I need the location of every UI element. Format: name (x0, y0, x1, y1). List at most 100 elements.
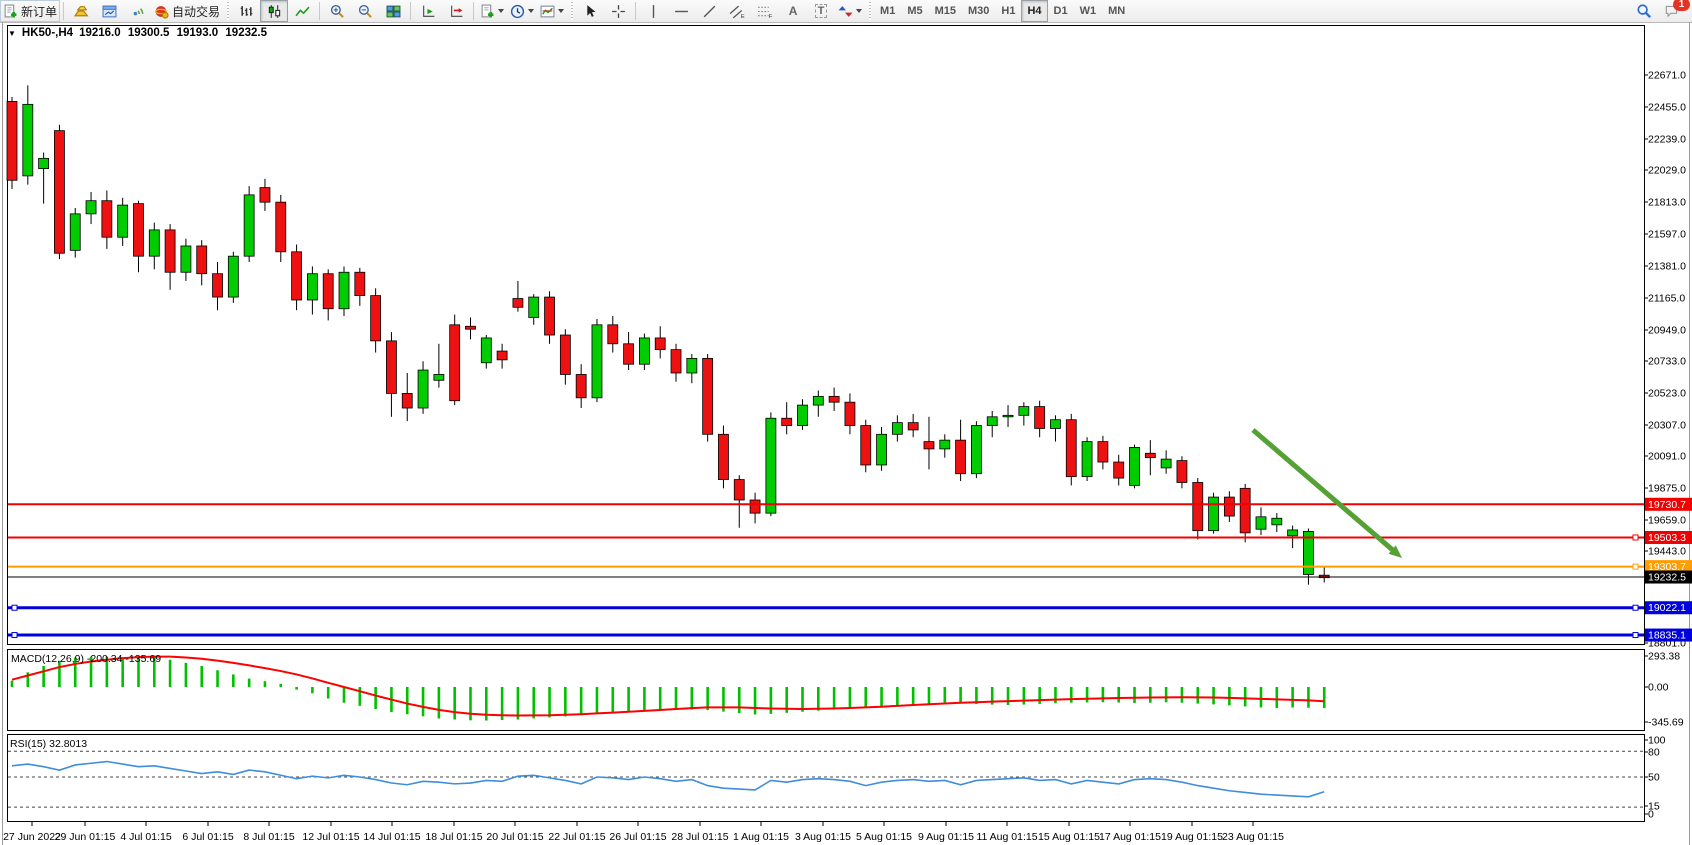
toolbar-drag-handle[interactable] (867, 2, 873, 20)
tile-windows-button[interactable] (379, 0, 407, 22)
chart-shift-button[interactable] (442, 0, 470, 22)
templates-button[interactable] (477, 0, 507, 22)
search-button[interactable] (1630, 0, 1658, 22)
candle (1239, 487, 1251, 534)
candle (923, 441, 935, 450)
candle (338, 271, 350, 310)
auto-trading-button[interactable]: 自动交易 (151, 0, 223, 22)
dropdown-arrow-icon (856, 9, 863, 13)
vertical-line-tool-button[interactable] (639, 0, 667, 22)
svg-text:20733.0: 20733.0 (1648, 356, 1686, 368)
svg-text:19022.1: 19022.1 (1648, 602, 1686, 614)
svg-text:17 Aug 01:15: 17 Aug 01:15 (1099, 831, 1161, 843)
periods-button[interactable] (507, 0, 537, 22)
timeframe-button-H1[interactable]: H1 (1001, 5, 1016, 17)
macd-signal-line (11, 655, 1325, 717)
cursor-tool-button[interactable] (576, 0, 604, 22)
candle (449, 324, 461, 402)
candlestick-chart-button[interactable] (260, 0, 289, 22)
timeframe-button-M15[interactable]: M15 (934, 5, 956, 17)
candle (876, 433, 887, 466)
timeframe-button-M5[interactable]: M5 (907, 5, 923, 17)
symbol-period-label: HK50-,H4 (21, 27, 74, 39)
svg-text:22 Jul 01:15: 22 Jul 01:15 (548, 831, 605, 843)
svg-text:12 Jul 01:15: 12 Jul 01:15 (302, 831, 359, 843)
open-value: 19216.0 (79, 27, 121, 39)
dropdown-arrow-icon (528, 9, 535, 13)
low-value: 19193.0 (176, 27, 219, 39)
candle (480, 337, 492, 364)
candle (496, 350, 508, 361)
horizontal-line-icon (674, 10, 688, 12)
trendline-tool-button[interactable] (695, 0, 723, 22)
svg-text:21165.0: 21165.0 (1648, 293, 1685, 305)
svg-text:20523.0: 20523.0 (1648, 388, 1686, 400)
svg-text:5 Aug 01:15: 5 Aug 01:15 (856, 831, 912, 843)
trend-arrow (1251, 428, 1396, 553)
macd-signal-value: -135.69 (125, 653, 162, 665)
equidistant-channel-tool-button[interactable]: E (723, 0, 751, 22)
data-window-button[interactable] (95, 0, 123, 22)
text-tool-button[interactable]: A (779, 0, 807, 22)
chart-window-icon (102, 5, 116, 17)
auto-scroll-button[interactable] (414, 0, 442, 22)
svg-text:293.38: 293.38 (1648, 651, 1680, 663)
candle (180, 245, 192, 273)
candle (386, 340, 397, 394)
arrow-objects-icon (838, 5, 853, 17)
new-order-button[interactable]: 新订单 (0, 0, 61, 22)
ohlc-values: 19216.0 19300.5 19193.0 19232.5 (79, 27, 271, 39)
svg-text:22239.0: 22239.0 (1648, 134, 1686, 146)
signals-button[interactable] (123, 0, 151, 22)
timeframe-button-W1[interactable]: W1 (1079, 5, 1097, 17)
svg-text:19443.0: 19443.0 (1648, 546, 1686, 558)
svg-text:4 Jul 01:15: 4 Jul 01:15 (120, 831, 172, 843)
text-label-tool-button[interactable]: T (807, 0, 835, 22)
timeframe-button-H4[interactable]: H4 (1021, 0, 1048, 22)
one-click-expand-button[interactable]: ▼ (8, 28, 16, 38)
high-value: 19300.5 (127, 27, 170, 39)
fibonacci-tool-button[interactable]: F (751, 0, 779, 22)
svg-text:8 Jul 01:15: 8 Jul 01:15 (243, 831, 295, 843)
svg-text:11 Aug 01:15: 11 Aug 01:15 (976, 831, 1037, 843)
notification-badge: 1 (1673, 0, 1690, 11)
template-icon (481, 4, 494, 17)
candle (528, 296, 540, 318)
horizontal-line-tool-button[interactable] (667, 0, 695, 22)
price-line-label (1645, 497, 1692, 511)
line-chart-button[interactable] (288, 0, 316, 22)
candle (1002, 414, 1014, 418)
candle (733, 479, 745, 501)
svg-text:22029.0: 22029.0 (1648, 165, 1686, 177)
timeframe-button-M30[interactable]: M30 (968, 5, 990, 17)
candle (1081, 441, 1093, 478)
svg-text:6 Jul 01:15: 6 Jul 01:15 (182, 831, 234, 843)
toolbar-drag-handle[interactable] (225, 2, 231, 20)
chart-canvas[interactable]: 22671.0 22455.0 22239.0 22029.0 21813.0 21597… (0, 22, 1692, 845)
candle (907, 422, 919, 431)
chart-header: ▼ HK50-,H4 19216.0 19300.5 19193.0 19232… (8, 27, 271, 39)
timeframe-button-D1[interactable]: D1 (1053, 5, 1068, 17)
candle (133, 203, 144, 257)
candle (465, 325, 476, 330)
notifications-button[interactable]: 1 (1658, 0, 1690, 22)
candle (781, 417, 793, 426)
svg-text:22455.0: 22455.0 (1648, 102, 1686, 114)
candle (1223, 496, 1235, 517)
line-chart-icon (294, 6, 310, 16)
text-tool-icon: A (788, 4, 798, 18)
toolbar-drag-handle[interactable] (569, 2, 575, 20)
bar-chart-button[interactable] (232, 0, 260, 22)
timeframe-button-MN[interactable]: MN (1108, 5, 1126, 17)
timeframe-toolbar: M1 M5 M15 M30 H1 H4 D1 W1 MN (874, 0, 1131, 22)
zoom-out-button[interactable] (351, 0, 379, 22)
price-line-label (1645, 560, 1692, 574)
crosshair-tool-button[interactable] (604, 0, 632, 22)
indicators-button[interactable] (537, 0, 567, 22)
svg-text:28 Jul 01:15: 28 Jul 01:15 (671, 831, 728, 843)
zoom-in-button[interactable] (323, 0, 351, 22)
candle (939, 439, 951, 450)
market-watch-button[interactable] (67, 0, 95, 22)
timeframe-button-M1[interactable]: M1 (880, 5, 896, 17)
arrows-tool-button[interactable] (835, 0, 865, 22)
